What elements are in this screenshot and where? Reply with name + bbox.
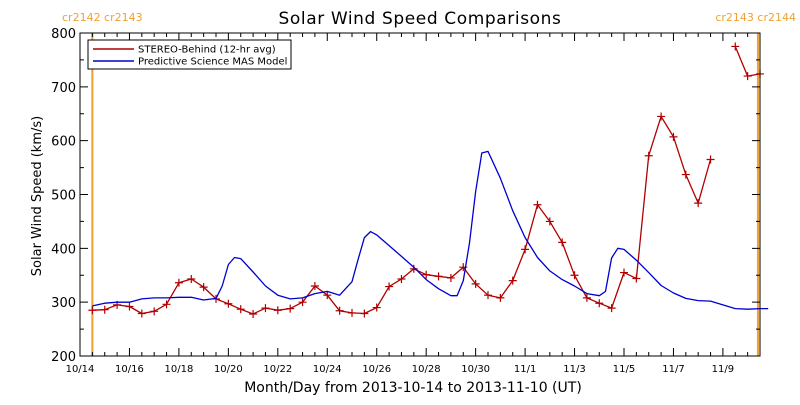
data-point bbox=[632, 274, 641, 283]
y-tick-label: 300 bbox=[51, 296, 76, 311]
data-point bbox=[731, 42, 740, 51]
data-point bbox=[310, 282, 319, 291]
data-point bbox=[224, 299, 233, 308]
data-point bbox=[125, 302, 134, 311]
data-point bbox=[607, 304, 616, 313]
x-tick-label: 11/7 bbox=[662, 364, 684, 375]
y-tick-label: 800 bbox=[51, 27, 76, 42]
data-point bbox=[137, 309, 146, 318]
x-tick-label: 10/20 bbox=[214, 364, 243, 375]
data-point bbox=[385, 282, 394, 291]
x-tick-label: 10/22 bbox=[263, 364, 292, 375]
chart-title: Solar Wind Speed Comparisons bbox=[279, 9, 562, 29]
series-line bbox=[92, 150, 769, 310]
x-tick-label: 11/3 bbox=[563, 364, 585, 375]
data-point bbox=[496, 293, 505, 302]
data-point bbox=[471, 279, 480, 288]
legend-box bbox=[87, 39, 292, 70]
data-point bbox=[298, 298, 307, 307]
data-point bbox=[261, 304, 270, 313]
x-tick-label: 11/9 bbox=[712, 364, 734, 375]
data-point bbox=[187, 275, 196, 284]
data-point bbox=[694, 199, 703, 208]
legend: STEREO-Behind (12-hr avg)Predictive Scie… bbox=[87, 39, 292, 70]
data-point bbox=[743, 72, 752, 81]
data-point bbox=[669, 132, 678, 141]
data-point bbox=[249, 310, 258, 319]
x-tick-label: 10/24 bbox=[313, 364, 342, 375]
data-point bbox=[620, 268, 628, 277]
data-point bbox=[88, 306, 97, 315]
x-tick-label: 10/30 bbox=[461, 364, 490, 375]
data-point bbox=[397, 275, 406, 284]
data-point bbox=[100, 305, 109, 314]
carrington-marker-label: cr2143 cr2144 bbox=[715, 11, 796, 24]
x-tick-label: 10/26 bbox=[362, 364, 391, 375]
data-point bbox=[360, 309, 369, 318]
y-tick-label: 500 bbox=[51, 189, 76, 204]
data-point bbox=[545, 217, 554, 226]
data-point bbox=[199, 283, 208, 292]
x-tick-label: 10/18 bbox=[164, 364, 193, 375]
data-point bbox=[434, 272, 443, 281]
data-point bbox=[595, 299, 604, 308]
x-tick-label: 11/5 bbox=[613, 364, 635, 375]
x-tick-label: 10/14 bbox=[66, 364, 95, 375]
y-tick-label: 700 bbox=[51, 81, 76, 96]
data-point bbox=[644, 151, 653, 160]
data-point bbox=[570, 271, 579, 280]
x-tick-label: 10/28 bbox=[412, 364, 441, 375]
data-point bbox=[484, 291, 492, 300]
x-axis-label: Month/Day from 2013-10-14 to 2013-11-10 … bbox=[244, 380, 582, 396]
data-point bbox=[174, 278, 183, 287]
data-point bbox=[582, 293, 591, 302]
data-point bbox=[348, 308, 356, 317]
data-point bbox=[533, 200, 542, 209]
y-tick-label: 600 bbox=[51, 135, 76, 150]
data-point bbox=[236, 305, 245, 314]
data-point bbox=[422, 270, 431, 279]
data-point bbox=[521, 245, 530, 254]
data-point bbox=[273, 306, 282, 315]
data-point bbox=[706, 155, 715, 164]
data-point bbox=[335, 306, 344, 315]
carrington-marker-label: cr2142 cr2143 bbox=[62, 11, 143, 24]
y-tick-label: 200 bbox=[51, 350, 76, 365]
data-point bbox=[323, 291, 332, 300]
y-axis-label: Solar Wind Speed (km/s) bbox=[30, 116, 45, 276]
data-point bbox=[657, 112, 666, 121]
data-point bbox=[150, 307, 159, 316]
legend-label: Predictive Science MAS Model bbox=[138, 57, 287, 68]
data-point bbox=[558, 238, 567, 247]
data-point bbox=[286, 304, 295, 313]
legend-label: STEREO-Behind (12-hr avg) bbox=[138, 45, 276, 56]
data-point bbox=[372, 303, 381, 312]
data-point bbox=[409, 264, 418, 273]
x-tick-label: 10/16 bbox=[115, 364, 144, 375]
data-point bbox=[162, 300, 171, 309]
data-point bbox=[508, 276, 517, 285]
y-tick-label: 400 bbox=[51, 242, 76, 257]
x-tick-label: 11/1 bbox=[514, 364, 536, 375]
data-point bbox=[681, 170, 690, 179]
data-point bbox=[446, 273, 455, 282]
